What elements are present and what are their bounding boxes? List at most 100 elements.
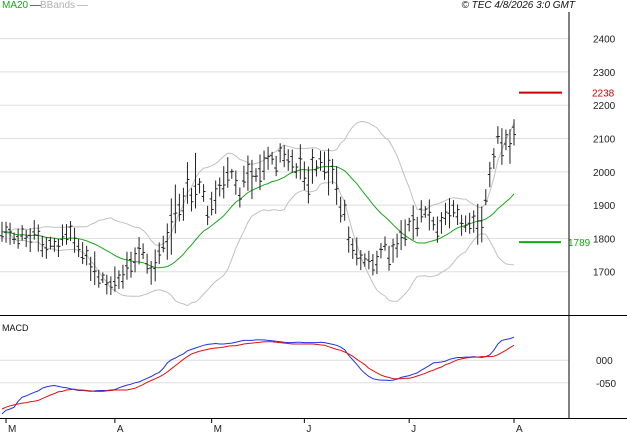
ohlc-bar: [314, 160, 319, 177]
ohlc-bar: [197, 178, 202, 194]
ohlc-bar: [286, 149, 291, 171]
ohlc-bar: [189, 188, 194, 212]
ohlc-bar: [68, 221, 73, 242]
ohlc-bar: [447, 198, 452, 229]
ohlc-bar: [52, 238, 57, 252]
ohlc-bar: [258, 154, 263, 191]
ohlc-bar: [378, 243, 383, 259]
bband-lower: [1, 180, 515, 307]
ohlc-bar: [483, 189, 488, 206]
price-y-tick-label: 1800: [593, 234, 616, 245]
ohlc-bar: [419, 200, 424, 223]
ohlc-bar: [217, 177, 222, 197]
price-y-tick-label: 2300: [593, 68, 616, 79]
ohlc-bar: [149, 261, 154, 285]
ohlc-bar: [36, 224, 41, 252]
price-y-axis: 2400 2300 2200 2100 2000 1900 1800 1700: [593, 35, 616, 279]
ohlc-bar: [334, 166, 339, 205]
price-y-tick-label: 2000: [593, 168, 616, 179]
ohlc-bar: [342, 199, 347, 221]
ohlc-bar: [262, 150, 267, 181]
ohlc-bar: [322, 151, 327, 180]
ohlc-bar: [475, 203, 480, 245]
ohlc-bar: [391, 238, 396, 263]
ohlc-bar: [20, 225, 25, 241]
ohlc-bar: [298, 144, 303, 180]
ohlc-bar: [467, 212, 472, 234]
ohlc-bar: [282, 145, 287, 168]
legend-ma20: MA20: [2, 0, 42, 12]
copyright-timestamp: © TEC 4/8/2026 3:0 GMT: [461, 0, 575, 11]
ma20-series: [1, 165, 515, 269]
ohlc-bar: [229, 168, 234, 179]
ma20-line: [1, 165, 515, 269]
ohlc-bar: [479, 206, 484, 243]
ohlc-bar: [153, 249, 158, 282]
macd-y-axis: 000 -050: [596, 356, 616, 390]
ohlc-bar: [423, 206, 428, 218]
ohlc-bar: [60, 224, 65, 246]
ohlc-bar: [407, 217, 412, 232]
ohlc-bar: [100, 272, 105, 284]
ohlc-bar: [366, 250, 371, 270]
ohlc-bar: [395, 233, 400, 258]
ohlc-bar: [294, 163, 299, 179]
ohlc-bar: [253, 168, 258, 182]
ohlc-bar: [141, 243, 146, 260]
ohlc-bar: [40, 235, 45, 258]
ohlc-bar: [487, 161, 492, 188]
price-y-tick-label: 1700: [593, 268, 616, 279]
ohlc-bar: [318, 150, 323, 171]
ohlc-bar: [358, 250, 363, 271]
ohlc-bar: [310, 148, 315, 184]
ohlc-bar: [76, 239, 81, 258]
ohlc-bar: [213, 180, 218, 214]
ohlc-bar: [24, 229, 29, 248]
ohlc-bar: [8, 222, 13, 245]
ohlc-bar: [338, 196, 343, 223]
x-tick-label: M: [214, 424, 222, 435]
ohlc-bar: [108, 276, 113, 296]
ohlc-bar: [32, 220, 37, 240]
ohlc-bar: [507, 129, 512, 164]
ohlc-bar: [439, 212, 444, 234]
legend-ma20-swatch: [30, 4, 42, 6]
ohlc-bar: [116, 270, 121, 290]
ohlc-bar: [411, 205, 416, 240]
ohlc-bar: [133, 247, 138, 273]
ohlc-bar: [249, 159, 254, 200]
ohlc-bar: [104, 274, 109, 295]
ohlc-bar: [326, 148, 331, 196]
ohlc-bar: [157, 242, 162, 265]
ohlc-bar: [16, 228, 21, 249]
macd-lines: [1, 336, 515, 415]
ohlc-bar: [330, 158, 335, 185]
ohlc-bar: [145, 253, 150, 274]
ohlc-bar: [245, 155, 250, 191]
ohlc-bar: [80, 242, 85, 265]
ohlc-bar: [435, 216, 440, 243]
legend-bbands-swatch: [77, 4, 89, 6]
ohlc-bar: [387, 245, 392, 271]
ohlc-bar: [72, 227, 77, 253]
ohlc-bar: [455, 204, 460, 226]
ohlc-bar: [225, 157, 230, 188]
ohlc-bar: [233, 170, 238, 195]
level-label-resistance: 2238: [592, 89, 615, 100]
legend-bbands: BBands: [40, 0, 89, 12]
bband-upper: [1, 120, 515, 247]
ohlc-bar: [270, 151, 275, 165]
ohlc-bar: [205, 205, 210, 226]
ohlc-bar: [512, 119, 516, 146]
ohlc-bar: [302, 161, 307, 191]
ohlc-bar: [471, 210, 476, 233]
ohlc-bar: [495, 126, 500, 144]
level-label-support: 1789: [568, 238, 591, 249]
ohlc-bar: [4, 221, 9, 243]
ohlc-bar: [181, 187, 186, 221]
price-levels: 2238 1789: [519, 89, 615, 249]
ohlc-bar: [290, 149, 295, 173]
ohlc-bar: [112, 266, 117, 292]
ohlc-bar: [221, 166, 226, 199]
